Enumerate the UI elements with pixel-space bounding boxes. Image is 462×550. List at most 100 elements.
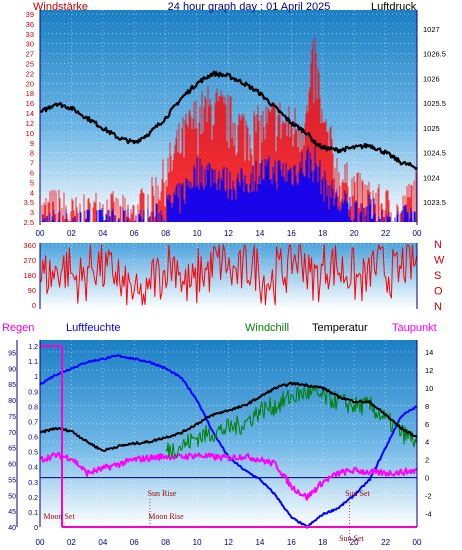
time-tick-label: 00 (36, 538, 45, 547)
pressure-axis-label: Luftdruck (371, 1, 417, 13)
pressure-tick-label: 1025.5 (423, 99, 446, 108)
humidity-tick-label: 55 (8, 477, 16, 484)
humidity-tick-label: 45 (8, 509, 16, 516)
temp-tick-label: -4 (425, 510, 432, 519)
compass-label: W (434, 255, 445, 267)
rain-tick-label: 1 (34, 374, 38, 381)
humidity-tick-label: 90 (8, 366, 16, 373)
wind-tick-label: 3 (30, 208, 34, 217)
wind-axis-label: Windstärke (33, 1, 88, 13)
time-tick-label: 08 (161, 229, 170, 238)
wind-tick-label: 33 (26, 30, 34, 39)
temperature-line (39, 381, 418, 452)
wind-tick-label: 20 (26, 79, 34, 88)
wind-tick-label: 7 (30, 159, 34, 168)
event-label: Sun Set (345, 489, 370, 498)
time-tick-label: 22 (381, 229, 390, 238)
windchill-line (165, 385, 418, 459)
rain-tick-label: 1.2 (28, 344, 38, 351)
dewpoint-label: Taupunkt (392, 322, 437, 334)
humidity-tick-label: 80 (8, 398, 16, 405)
humidity-tick-label: 85 (8, 382, 16, 389)
rain-tick-label: 0.3 (28, 480, 38, 487)
wind-tick-label: 25 (26, 60, 34, 69)
humidity-label: Luftfeuchte (66, 322, 120, 334)
temp-tick-label: 14 (425, 348, 433, 357)
wind-direction-line (39, 244, 418, 306)
wind-tick-label: 3.5 (24, 198, 34, 207)
temp-tick-label: 6 (425, 420, 429, 429)
direction-tick-label: 270 (23, 256, 36, 265)
humidity-tick-label: 95 (8, 351, 16, 358)
humidity-tick-label: 50 (8, 493, 16, 500)
rain-tick-label: 0.2 (28, 495, 38, 502)
wind-tick-label: 36 (26, 20, 34, 29)
time-tick-label: 16 (287, 538, 296, 547)
wind-tick-label: 22 (26, 69, 34, 78)
wind-tick-label: 12 (26, 119, 34, 128)
wind-tick-label: 9 (30, 139, 34, 148)
humidity-tick-label: 75 (8, 414, 16, 421)
time-tick-label: 00 (413, 229, 422, 238)
wind-tick-label: 27 (26, 50, 34, 59)
wind-tick-label: 8 (30, 149, 34, 158)
rain-tick-label: 0.4 (28, 465, 38, 472)
rain-tick-label: 0 (34, 525, 38, 532)
pressure-tick-label: 1023.5 (423, 198, 446, 207)
temp-tick-label: 12 (425, 366, 433, 375)
time-tick-label: 02 (67, 229, 76, 238)
pressure-line (39, 70, 418, 171)
rain-tick-label: 0.9 (28, 389, 38, 396)
wind-tick-label: 4 (30, 188, 34, 197)
time-tick-label: 12 (224, 538, 233, 547)
dewpoint-line (39, 451, 418, 501)
rain-tick-label: 0.6 (28, 435, 38, 442)
time-tick-label: 00 (413, 538, 422, 547)
event-label: Sun Rise (148, 489, 177, 498)
wind-tick-label: 16 (26, 99, 34, 108)
rain-tick-label: 0.7 (28, 419, 38, 426)
time-tick-label: 00 (36, 229, 45, 238)
wind-tick-label: 18 (26, 89, 34, 98)
windchill-label: Windchill (245, 322, 289, 334)
humidity-tick-label: 65 (8, 446, 16, 453)
rain-tick-label: 0.8 (28, 404, 38, 411)
time-tick-label: 02 (67, 538, 76, 547)
pressure-tick-label: 1026.5 (423, 50, 446, 59)
temp-tick-label: 4 (425, 438, 429, 447)
compass-label: N (434, 239, 442, 251)
rain-label: Regen (2, 322, 34, 334)
time-tick-label: 08 (161, 538, 170, 547)
direction-tick-label: 90 (28, 286, 36, 295)
direction-tick-label: 360 (23, 241, 36, 250)
temp-tick-label: -2 (425, 492, 432, 501)
wind-tick-label: 30 (26, 40, 34, 49)
compass-label: O (434, 286, 443, 298)
time-tick-label: 16 (287, 229, 296, 238)
temp-tick-label: 10 (425, 384, 433, 393)
time-tick-label: 06 (130, 538, 139, 547)
event-label: Moon Rise (148, 512, 184, 521)
time-tick-label: 20 (350, 538, 359, 547)
event-label: Sun Set (339, 534, 364, 543)
direction-tick-label: 0 (32, 301, 36, 310)
time-tick-label: 10 (193, 229, 202, 238)
chart-title: 24 hour graph day : 01 April 2025 (168, 1, 331, 13)
time-tick-label: 12 (224, 229, 233, 238)
rain-tick-label: 0.5 (28, 450, 38, 457)
humidity-tick-label: 40 (8, 525, 16, 532)
time-tick-label: 20 (350, 229, 359, 238)
time-tick-label: 14 (255, 229, 264, 238)
wind-tick-label: 10 (26, 129, 34, 138)
humidity-tick-label: 60 (8, 462, 16, 469)
temp-tick-label: 0 (425, 474, 429, 483)
compass-label: S (434, 270, 441, 282)
time-tick-label: 18 (318, 538, 327, 547)
event-label: Moon Set (43, 512, 75, 521)
pressure-tick-label: 1025 (423, 124, 440, 133)
time-tick-label: 22 (381, 538, 390, 547)
compass-label: N (434, 301, 442, 313)
time-tick-label: 14 (255, 538, 264, 547)
time-tick-label: 06 (130, 229, 139, 238)
